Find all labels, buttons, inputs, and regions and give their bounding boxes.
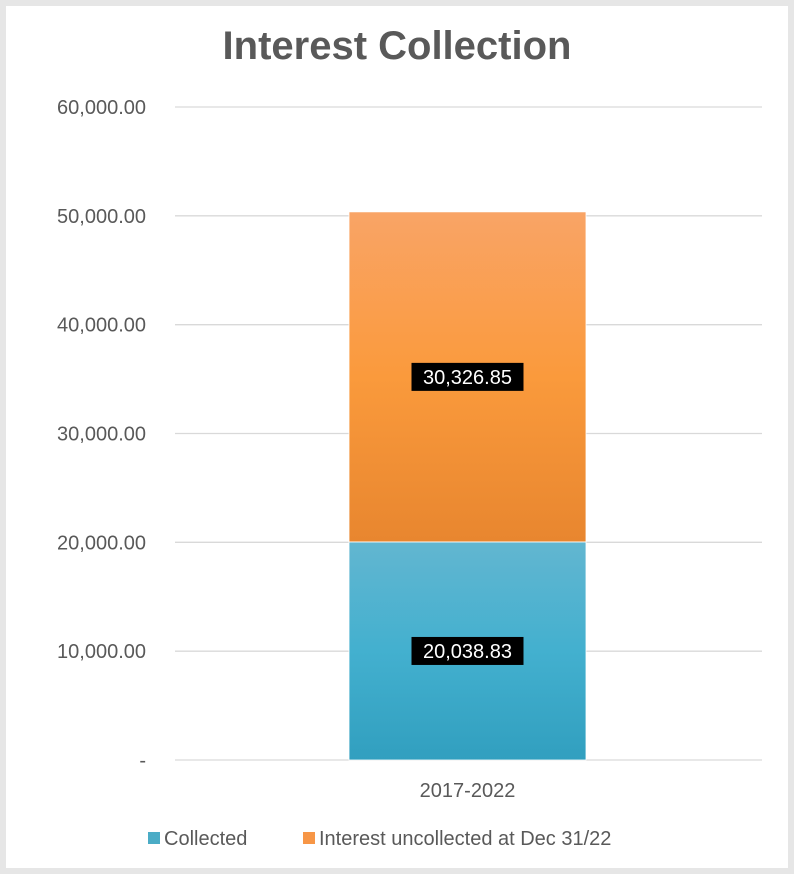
data-label-background	[411, 636, 524, 665]
chart-title: Interest Collection	[222, 24, 572, 68]
y-tick-label: 10,000.00	[57, 641, 146, 663]
legend-label: Interest uncollected at Dec 31/22	[319, 828, 611, 850]
y-tick-label: 20,000.00	[57, 532, 146, 554]
data-label-background	[411, 362, 524, 391]
legend-swatch	[303, 832, 315, 844]
legend-label: Collected	[164, 828, 247, 850]
x-tick-label: 2017-2022	[420, 780, 516, 802]
data-label: 30,326.85	[423, 367, 512, 389]
y-tick-label: 60,000.00	[57, 97, 146, 119]
y-tick-label: -	[139, 750, 146, 772]
y-tick-label: 40,000.00	[57, 315, 146, 337]
y-tick-label: 30,000.00	[57, 424, 146, 446]
legend-swatch	[148, 832, 160, 844]
data-label: 20,038.83	[423, 641, 512, 663]
y-tick-label: 50,000.00	[57, 206, 146, 228]
